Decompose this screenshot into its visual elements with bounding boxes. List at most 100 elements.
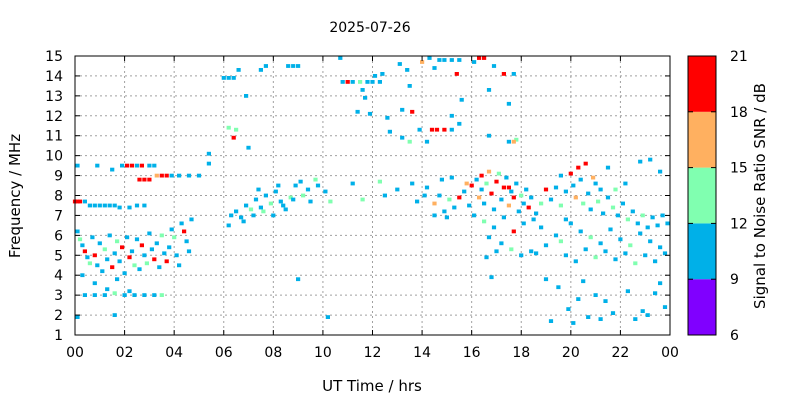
colorbar-tick-label: 18	[730, 105, 748, 121]
x-tick-label: 00	[66, 345, 84, 361]
data-point	[80, 243, 85, 248]
data-point	[239, 215, 244, 220]
data-point	[593, 293, 598, 297]
data-point	[169, 173, 174, 178]
y-tick-label: 13	[45, 89, 63, 105]
data-point	[568, 171, 573, 176]
data-point	[169, 227, 174, 232]
data-point	[112, 313, 117, 317]
x-tick-label: 10	[314, 345, 332, 361]
data-point	[558, 203, 563, 208]
x-tick-label: 04	[165, 345, 183, 361]
data-point	[107, 233, 112, 238]
data-point	[87, 203, 92, 208]
data-point	[115, 277, 120, 282]
y-tick-label: 2	[54, 308, 63, 324]
data-point	[296, 64, 301, 68]
data-point	[563, 217, 568, 222]
data-point	[482, 56, 487, 60]
data-point	[449, 113, 454, 118]
data-point	[144, 261, 149, 266]
data-point	[658, 245, 663, 250]
y-tick-label: 7	[54, 208, 63, 224]
data-point	[385, 115, 390, 120]
data-point	[271, 213, 276, 218]
data-point	[125, 163, 130, 168]
data-point	[206, 161, 211, 166]
data-point	[102, 247, 107, 252]
data-point	[472, 213, 477, 218]
data-point	[380, 72, 385, 76]
data-point	[519, 253, 524, 258]
data-point	[588, 207, 593, 212]
data-point	[382, 193, 387, 198]
data-point	[486, 169, 492, 174]
data-point	[583, 247, 588, 252]
data-point	[598, 187, 603, 192]
data-point	[129, 163, 135, 168]
data-point	[338, 56, 343, 60]
y-tick-label: 8	[54, 189, 63, 205]
data-point	[152, 257, 157, 262]
data-point	[563, 189, 568, 194]
data-point	[415, 199, 420, 204]
data-point	[286, 64, 291, 68]
data-point	[174, 253, 179, 258]
data-point	[454, 72, 459, 76]
data-point	[142, 203, 147, 208]
data-point	[186, 173, 192, 178]
data-point	[164, 173, 169, 178]
data-point	[134, 237, 140, 242]
data-point	[593, 255, 598, 260]
colorbar-band	[688, 223, 716, 280]
colorbar-tick-label: 6	[730, 328, 739, 344]
colorbar-frame	[687, 55, 717, 336]
data-point	[315, 183, 321, 188]
data-point	[491, 225, 497, 230]
data-point	[486, 88, 492, 92]
data-point	[439, 177, 444, 182]
data-point	[159, 233, 164, 238]
data-point	[115, 239, 120, 244]
data-point	[432, 66, 437, 70]
data-point	[189, 217, 194, 222]
data-point	[442, 58, 447, 62]
data-point	[571, 183, 576, 188]
y-tick-label: 14	[45, 69, 63, 85]
data-point	[417, 127, 422, 132]
data-point	[658, 169, 663, 174]
data-point	[482, 219, 487, 224]
data-point	[410, 181, 415, 186]
data-point	[593, 181, 598, 186]
data-point	[95, 263, 100, 268]
data-point	[92, 293, 97, 297]
data-point	[605, 165, 611, 170]
data-point	[511, 72, 516, 76]
colorbar-tick-label: 12	[730, 216, 748, 232]
data-point	[653, 291, 658, 296]
data-point	[263, 64, 268, 68]
chart-title: 2025-07-26	[329, 20, 410, 36]
data-point	[350, 80, 355, 84]
data-point	[457, 58, 462, 62]
data-point	[291, 64, 296, 68]
data-point	[598, 317, 603, 321]
data-point	[137, 177, 142, 182]
data-point	[511, 195, 516, 200]
data-point	[82, 293, 87, 297]
data-point	[182, 229, 187, 234]
data-point	[591, 175, 596, 180]
data-point	[623, 251, 628, 256]
data-point	[499, 241, 504, 246]
data-point	[360, 88, 365, 92]
data-point	[578, 229, 583, 234]
data-point	[422, 193, 427, 198]
data-point	[449, 58, 454, 62]
data-point	[539, 225, 544, 230]
data-point	[635, 221, 640, 226]
y-tick-label: 4	[54, 268, 63, 284]
data-point	[586, 191, 591, 196]
data-point	[75, 163, 80, 168]
data-point	[132, 293, 137, 297]
data-point	[365, 80, 370, 84]
